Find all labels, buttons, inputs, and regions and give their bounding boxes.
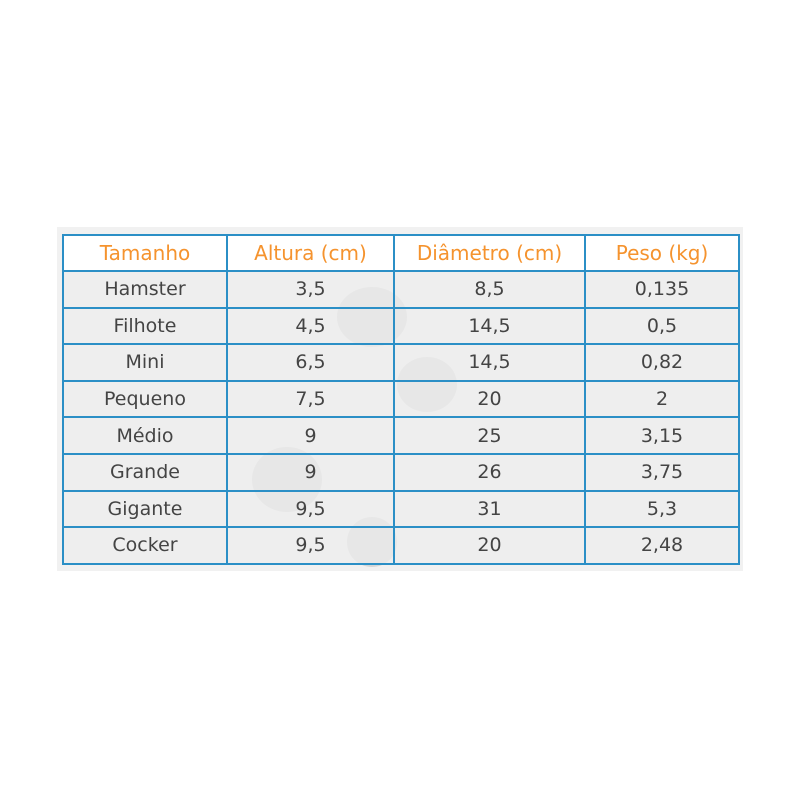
cell-altura: 9,5 — [226, 526, 395, 565]
header-peso: Peso (kg) — [584, 234, 740, 272]
table-row: Grande 9 26 3,75 — [62, 452, 740, 492]
table-row: Gigante 9,5 31 5,3 — [62, 489, 740, 529]
cell-tamanho: Médio — [62, 416, 228, 455]
cell-tamanho: Pequeno — [62, 379, 228, 419]
cell-altura: 4,5 — [226, 306, 395, 346]
cell-peso: 0,5 — [584, 306, 740, 346]
cell-diametro: 31 — [393, 489, 586, 529]
cell-altura: 7,5 — [226, 379, 395, 419]
cell-peso: 2 — [584, 379, 740, 419]
table-row: Mini 6,5 14,5 0,82 — [62, 343, 740, 382]
cell-tamanho: Cocker — [62, 526, 228, 565]
cell-diametro: 14,5 — [393, 343, 586, 382]
cell-peso: 5,3 — [584, 489, 740, 529]
cell-diametro: 8,5 — [393, 270, 586, 309]
header-tamanho: Tamanho — [62, 234, 228, 272]
cell-tamanho: Mini — [62, 343, 228, 382]
cell-peso: 0,135 — [584, 270, 740, 309]
cell-altura: 9 — [226, 452, 395, 492]
cell-diametro: 20 — [393, 379, 586, 419]
cell-altura: 6,5 — [226, 343, 395, 382]
cell-diametro: 25 — [393, 416, 586, 455]
cell-diametro: 20 — [393, 526, 586, 565]
cell-peso: 2,48 — [584, 526, 740, 565]
cell-peso: 3,15 — [584, 416, 740, 455]
header-diametro: Diâmetro (cm) — [393, 234, 586, 272]
cell-altura: 3,5 — [226, 270, 395, 309]
table-row: Médio 9 25 3,15 — [62, 416, 740, 455]
table-row: Pequeno 7,5 20 2 — [62, 379, 740, 419]
table-row: Cocker 9,5 20 2,48 — [62, 526, 740, 565]
header-row: Tamanho Altura (cm) Diâmetro (cm) Peso (… — [62, 234, 740, 272]
cell-diametro: 26 — [393, 452, 586, 492]
table-row: Filhote 4,5 14,5 0,5 — [62, 306, 740, 346]
cell-tamanho: Filhote — [62, 306, 228, 346]
cell-diametro: 14,5 — [393, 306, 586, 346]
cell-tamanho: Grande — [62, 452, 228, 492]
cell-altura: 9,5 — [226, 489, 395, 529]
cell-peso: 0,82 — [584, 343, 740, 382]
cell-tamanho: Gigante — [62, 489, 228, 529]
table-row: Hamster 3,5 8,5 0,135 — [62, 270, 740, 309]
cell-peso: 3,75 — [584, 452, 740, 492]
cell-tamanho: Hamster — [62, 270, 228, 309]
header-altura: Altura (cm) — [226, 234, 395, 272]
cell-altura: 9 — [226, 416, 395, 455]
size-table: Tamanho Altura (cm) Diâmetro (cm) Peso (… — [62, 234, 740, 565]
